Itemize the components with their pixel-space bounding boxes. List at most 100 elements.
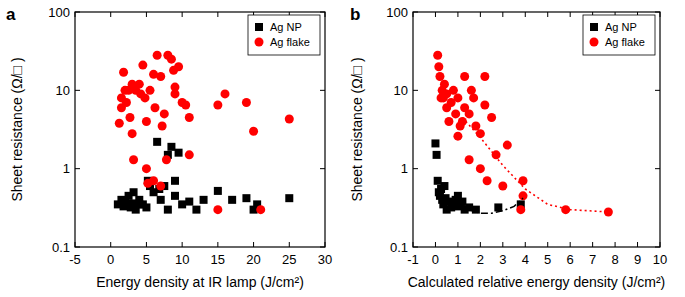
- point: [214, 187, 222, 195]
- point: [160, 109, 169, 118]
- point: [498, 182, 507, 191]
- x-tick: [182, 242, 183, 247]
- x-tick: [435, 242, 436, 247]
- legend-box: [248, 15, 320, 55]
- point: [480, 100, 489, 109]
- x-tick: [502, 12, 503, 17]
- x-tick-label: 20: [246, 252, 260, 267]
- point: [213, 205, 222, 214]
- point: [171, 192, 179, 200]
- point: [453, 132, 462, 141]
- y-tick: [655, 90, 660, 91]
- y-tick-label: 100: [386, 5, 408, 20]
- legend-label: Ag flake: [270, 36, 310, 48]
- point: [153, 51, 162, 60]
- point: [129, 155, 138, 164]
- panel-label: b: [350, 5, 360, 24]
- point: [130, 188, 138, 196]
- point: [213, 100, 222, 109]
- point: [185, 198, 193, 206]
- x-tick: [253, 242, 254, 247]
- point: [171, 83, 180, 92]
- point: [141, 93, 150, 102]
- point: [142, 164, 151, 173]
- point: [162, 155, 171, 164]
- point: [142, 203, 150, 211]
- point: [460, 72, 469, 81]
- x-tick-label: -5: [69, 252, 81, 267]
- point: [561, 205, 570, 214]
- point: [156, 72, 165, 81]
- point: [242, 194, 250, 202]
- point: [142, 117, 151, 126]
- y-tick: [320, 168, 325, 169]
- point: [519, 176, 528, 185]
- y-tick: [655, 168, 660, 169]
- point: [126, 113, 135, 122]
- x-tick: [435, 12, 436, 17]
- point: [440, 80, 449, 89]
- point: [465, 155, 474, 164]
- point: [467, 86, 476, 95]
- x-tick: [457, 242, 458, 247]
- point: [158, 122, 167, 131]
- point: [157, 196, 165, 204]
- x-tick-label: 4: [522, 252, 529, 267]
- point: [494, 203, 502, 211]
- x-tick-label: 10: [653, 252, 667, 267]
- x-tick-label: 8: [611, 252, 618, 267]
- point: [122, 98, 131, 107]
- point: [242, 98, 251, 107]
- point: [469, 93, 478, 102]
- trend-line: [462, 118, 608, 212]
- x-tick: [547, 12, 548, 17]
- x-tick: [570, 242, 571, 247]
- x-tick-label: 2: [477, 252, 484, 267]
- point: [451, 109, 460, 118]
- point: [476, 164, 485, 173]
- panel: a-50510152025300.1110100Energy density a…: [6, 5, 332, 291]
- legend: Ag NPAg flake: [583, 15, 655, 55]
- point: [437, 93, 446, 102]
- point: [256, 205, 265, 214]
- point: [453, 93, 462, 102]
- y-tick-label: 100: [48, 5, 70, 20]
- x-tick: [146, 12, 147, 17]
- x-tick-label: 5: [544, 252, 551, 267]
- point: [135, 200, 143, 208]
- point: [431, 139, 439, 147]
- x-tick: [289, 242, 290, 247]
- point: [185, 150, 194, 159]
- y-tick-label: 10: [394, 83, 408, 98]
- point: [461, 206, 469, 214]
- point: [115, 119, 124, 128]
- y-axis-label: Sheet resistance (Ω/□ ): [349, 57, 365, 201]
- point: [472, 206, 480, 214]
- legend-label: Ag NP: [270, 21, 302, 33]
- point: [434, 62, 443, 71]
- point: [503, 141, 512, 150]
- point: [433, 51, 442, 60]
- plot-frame: [75, 12, 325, 247]
- x-tick-label: 0: [107, 252, 114, 267]
- x-tick: [457, 12, 458, 17]
- point: [483, 176, 492, 185]
- y-tick-label: 1: [401, 161, 408, 176]
- point: [444, 117, 453, 126]
- point: [437, 185, 445, 193]
- trend-line: [456, 198, 523, 213]
- x-tick-label: 6: [567, 252, 574, 267]
- point: [135, 80, 144, 89]
- x-tick: [110, 12, 111, 17]
- figure: a-50510152025300.1110100Energy density a…: [0, 0, 685, 297]
- x-axis-label: Energy density at IR lamp (J/cm²): [96, 274, 304, 290]
- x-tick-label: 7: [589, 252, 596, 267]
- legend-marker: [590, 38, 599, 47]
- point: [200, 196, 208, 204]
- x-tick-label: 3: [499, 252, 506, 267]
- point: [449, 86, 458, 95]
- x-tick: [637, 242, 638, 247]
- x-tick-label: 30: [318, 252, 332, 267]
- x-tick-label: 0: [432, 252, 439, 267]
- y-tick: [75, 90, 80, 91]
